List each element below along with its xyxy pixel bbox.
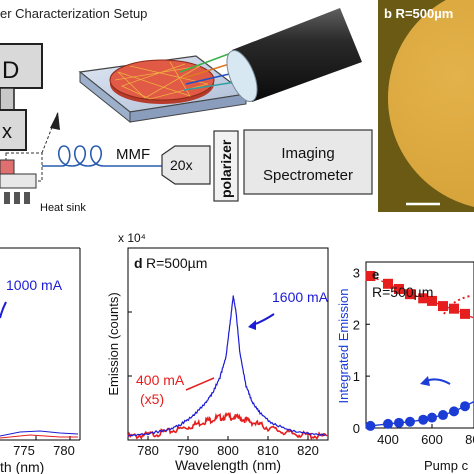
label-400ma-arrow <box>185 377 215 391</box>
panel-e-xtick-label: 400 <box>377 432 399 447</box>
panel-d-title: d <box>134 255 143 271</box>
objective-20x <box>161 145 211 185</box>
panel-e-red-point <box>418 293 429 304</box>
panel-e-blue-point <box>438 410 448 421</box>
panel-c-series-red <box>0 434 78 439</box>
multimode-fiber <box>42 145 165 167</box>
panel-d-xtick-label: 800 <box>217 443 239 458</box>
panel-e-blue-point <box>460 401 470 412</box>
panel-e-chart: 3 2 1 0 400 600 800 e R=500µm Integrated Emiss… <box>336 261 474 473</box>
panel-e-ytick-label: 3 <box>353 265 360 280</box>
objective-label: x <box>2 121 12 143</box>
label-1600ma: 1600 mA <box>272 289 329 305</box>
panel-e-red-point <box>449 303 459 314</box>
panel-d-exponent: x 10⁴ <box>118 231 146 245</box>
panel-d-series <box>127 295 328 440</box>
panel-e-blue-point <box>449 406 459 417</box>
panel-e-ylabel: Integrated Emission <box>336 289 351 404</box>
polarizer-label: polarizer <box>218 139 234 198</box>
spectrometer-label-1: Imaging <box>281 145 334 162</box>
collection-lens-cylinder <box>226 8 362 102</box>
panel-e-red-point <box>394 283 404 294</box>
mount-post <box>0 87 15 111</box>
panel-e-red-point <box>383 278 393 289</box>
panel-e-ytick-label: 1 <box>353 369 360 384</box>
panel-e-blue-arrowhead <box>420 376 430 386</box>
panel-e-red-point <box>427 295 437 306</box>
callout-arrow <box>50 112 60 130</box>
panel-d-xtick-label: 780 <box>137 443 159 458</box>
panel-c-tick-780: 780 <box>53 443 75 458</box>
panel-e-blue-point <box>427 412 437 423</box>
panel-e-series <box>365 271 474 431</box>
laser-driver-label: D <box>2 57 19 84</box>
sample-chip <box>0 159 15 175</box>
panel-c-tick-775: 775 <box>13 443 35 458</box>
panel-b-label: b R=500µm <box>384 6 453 21</box>
panel-c-arrow <box>0 301 7 319</box>
panel-e-blue-point <box>383 418 393 429</box>
sample-holder <box>0 173 37 189</box>
spectrometer-label-2: Spectrometer <box>263 167 353 184</box>
panel-d-xtick-label: 790 <box>177 443 199 458</box>
panel-e-red-point <box>405 289 415 300</box>
panel-e-red-point <box>460 308 470 319</box>
fiber-label: MMF <box>116 146 150 163</box>
panel-d-ticks: 780 790 800 810 820 <box>128 247 319 458</box>
panel-e-xlabel: Pump c <box>424 458 469 473</box>
panel-c-series <box>0 430 79 437</box>
panel-e-blue-point <box>405 416 415 427</box>
imaging-spectrometer <box>243 129 373 195</box>
label-400ma: 400 mA <box>136 372 185 388</box>
panel-e-plot-area <box>365 261 474 429</box>
polarizer <box>213 130 239 202</box>
panel-e-blue-point <box>418 414 429 425</box>
panel-e-ticks: 3 2 1 0 400 600 800 <box>353 265 474 447</box>
panel-e-xtick-label: 600 <box>421 432 443 447</box>
label-400ma-factor: (x5) <box>140 391 164 407</box>
panel-d-xlabel: Wavelength (nm) <box>175 457 281 473</box>
panel-d-chart: x 10⁴ 780 790 800 810 820 d R=500µm Emission… <box>106 231 329 473</box>
heat-sink-label: Heat sink <box>40 202 86 214</box>
panel-e-red-line <box>370 275 474 319</box>
panel-a: er Characterization Setup D x Heat sink … <box>0 6 373 214</box>
panel-e-ytick-label: 0 <box>353 421 360 436</box>
laser-driver-box <box>0 43 43 89</box>
panel-e-annotation: R=500µm <box>372 284 433 300</box>
objective-box <box>0 109 27 151</box>
panel-e-red-point <box>438 301 448 312</box>
objective-20x-label: 20x <box>170 157 193 173</box>
panel-a-title: er Characterization Setup <box>0 6 147 21</box>
panel-d-xtick-label: 820 <box>297 443 319 458</box>
panel-b: b R=500µm <box>378 0 474 212</box>
panel-e-red-point <box>365 271 376 282</box>
panel-e-red-arrow <box>443 295 471 315</box>
panel-e-blue-point <box>365 420 376 431</box>
panel-c-xlabel: th (nm) <box>0 459 44 474</box>
heat-sink-fins <box>4 192 30 204</box>
panel-d-xtick-label: 810 <box>257 443 279 458</box>
panel-e-label: e <box>372 267 379 282</box>
panel-e-blue-point <box>394 417 404 428</box>
panel-d-ylabel: Emission (counts) <box>106 292 121 395</box>
panel-e-ytick-label: 2 <box>353 317 360 332</box>
panel-d-annotation: R=500µm <box>146 255 207 271</box>
panel-e-xtick-label: 800 <box>465 432 474 447</box>
series-1600ma <box>127 295 327 437</box>
panel-c: 1000 mA 775 780 th (nm) <box>0 247 81 474</box>
sample-plate-side <box>79 70 131 124</box>
panel-c-annotation: 1000 mA <box>6 277 63 293</box>
microdisk-image <box>388 0 474 207</box>
label-1600ma-arrowhead <box>248 320 256 330</box>
